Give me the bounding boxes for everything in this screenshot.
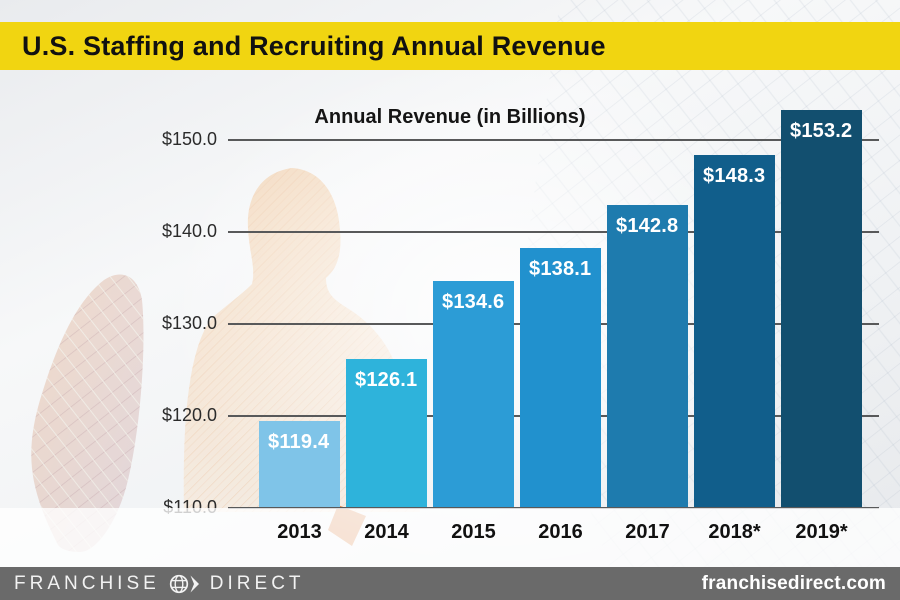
bar-value-2015: $134.6 [442, 290, 505, 313]
bar-2016: $138.1 [520, 248, 601, 507]
globe-arrow-icon [169, 574, 199, 593]
x-tick-label-2016: 2016 [538, 521, 583, 543]
bar-value-2014: $126.1 [355, 368, 418, 391]
x-tick-label-2015: 2015 [451, 521, 496, 543]
bar-2018: $148.3 [694, 154, 775, 507]
bar-2015: $134.6 [433, 280, 514, 507]
x-tick-label-2017: 2017 [625, 521, 670, 543]
brand-franchise: FRANCHISE [14, 572, 160, 594]
footer-website: franchisedirect.com [701, 572, 886, 594]
x-tick-label-2013: 2013 [277, 521, 322, 543]
page-title: U.S. Staffing and Recruiting Annual Reve… [22, 30, 606, 61]
y-tick-label-150: $150.0 [161, 129, 217, 149]
y-tick-label-140: $140.0 [161, 221, 217, 241]
footer-bar: FRANCHISE DIRECT franchisedirect.com [0, 567, 900, 600]
x-axis-band [0, 508, 900, 567]
bar-value-2016: $138.1 [529, 258, 592, 281]
brand-logo: FRANCHISE DIRECT [14, 573, 305, 595]
bar-value-2017: $142.8 [616, 215, 679, 238]
x-tick-label-2014: 2014 [364, 521, 409, 543]
bar-value-2013: $119.4 [268, 430, 330, 453]
background-building-left [31, 274, 144, 552]
bar-2014: $126.1 [346, 358, 427, 507]
brand-direct: DIRECT [209, 572, 305, 594]
bar-2017: $142.8 [607, 205, 688, 507]
x-tick-label-2019: 2019* [795, 521, 848, 543]
bar-2019: $153.2 [781, 109, 862, 507]
gridline-140 [228, 231, 879, 233]
title-banner: U.S. Staffing and Recruiting Annual Reve… [0, 22, 900, 70]
y-tick-label-130: $130.0 [161, 313, 217, 333]
y-tick-label-120: $120.0 [161, 405, 217, 425]
bar-value-2018: $148.3 [703, 164, 766, 187]
bar-2013: $119.4 [259, 420, 340, 507]
gridline-110 [228, 507, 879, 509]
bar-value-2019: $153.2 [790, 119, 853, 142]
chart-title: Annual Revenue (in Billions) [314, 106, 586, 128]
gridline-150 [228, 139, 879, 141]
x-tick-label-2018: 2018* [708, 521, 761, 543]
